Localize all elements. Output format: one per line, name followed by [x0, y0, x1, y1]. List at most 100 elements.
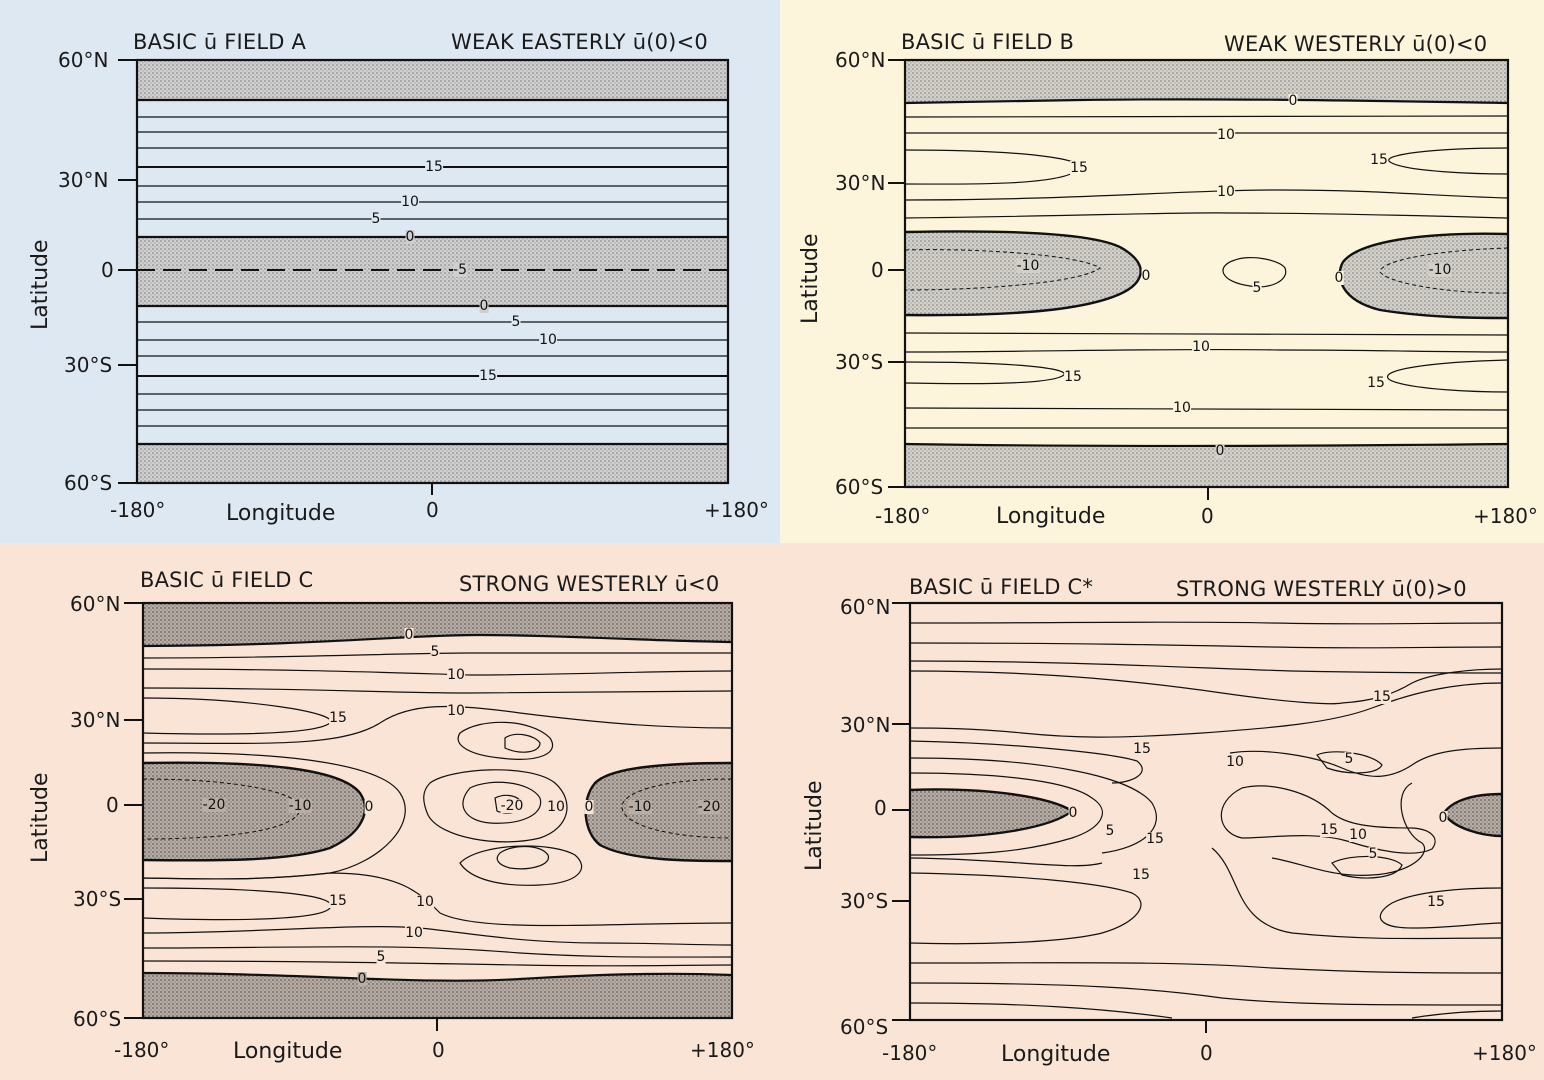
contour-label: 0 [365, 800, 374, 814]
contour-label: 10 [1192, 340, 1210, 354]
contour-label: 0 [480, 299, 489, 313]
y-tick-label: 30°S [73, 889, 121, 909]
contour-label: 0 [1439, 811, 1448, 825]
contour-label: 15 [1132, 868, 1150, 882]
contour-label: 5 [512, 315, 521, 329]
y-axis-label: Latitude [30, 239, 52, 330]
x-axis-label: Longitude [233, 1041, 342, 1063]
contour-label: 0 [405, 628, 414, 642]
shaded-region-north [137, 60, 728, 100]
y-tick-label: 0 [874, 798, 887, 818]
x-tick-label: -180° [110, 500, 165, 520]
contour-label: 10 [1173, 401, 1191, 415]
panel-subtitle: STRONG WESTERLY ū(0)>0 [1176, 579, 1467, 600]
contour-label: 5 [431, 645, 440, 659]
panel-subtitle: WEAK WESTERLY ū(0)<0 [1224, 34, 1487, 55]
panel-title: BASIC ū FIELD B [901, 32, 1074, 53]
contour-label: 0 [1142, 269, 1151, 283]
contour-label: -20 [698, 800, 721, 814]
y-tick-label: 60°N [840, 597, 890, 617]
y-tick-label: 30°N [70, 710, 120, 730]
contour-label: 10 [1217, 185, 1235, 199]
contour-label: 10 [539, 333, 557, 347]
contour-label: 0 [585, 800, 594, 814]
contour-label: -10 [289, 799, 312, 813]
x-tick-label: +180° [1473, 506, 1538, 526]
y-axis-label: Latitude [30, 772, 52, 863]
contour-label: 15 [1427, 895, 1445, 909]
contour-label: 10 [1226, 755, 1244, 769]
panel-title: BASIC ū FIELD C [140, 570, 313, 591]
contour-label: 10 [447, 668, 465, 682]
y-tick-label: 30°N [58, 170, 108, 190]
x-tick-label: 0 [1201, 506, 1214, 526]
contour-label: 15 [1367, 376, 1385, 390]
field-a-plot [0, 0, 780, 543]
y-tick-label: 0 [106, 795, 119, 815]
panel-title: BASIC ū FIELD A [133, 32, 306, 53]
contour-label: 15 [1133, 742, 1151, 756]
contour-label: -20 [501, 799, 524, 813]
contour-label: 15 [1146, 832, 1164, 846]
contour-label: 10 [416, 895, 434, 909]
contour-label: -20 [203, 798, 226, 812]
contour-label: 10 [401, 195, 419, 209]
contour-label: 5 [1106, 824, 1115, 838]
panel-subtitle: STRONG WESTERLY ū<0 [459, 574, 719, 595]
contour-label: 10 [447, 704, 465, 718]
y-tick-label: 60°N [58, 50, 108, 70]
y-tick-label: 30°S [64, 355, 112, 375]
panel-field-b: BASIC ū FIELD B WEAK WESTERLY ū(0)<0 60°… [780, 0, 1544, 543]
shaded-region-equator [137, 237, 728, 306]
y-tick-label: 60°S [835, 477, 883, 497]
contour-label: 15 [1370, 153, 1388, 167]
contour-label: 0 [1216, 444, 1225, 458]
panel-field-c-star: BASIC ū FIELD C* STRONG WESTERLY ū(0)>0 … [772, 543, 1544, 1080]
shaded-region-south [137, 444, 728, 483]
x-tick-label: +180° [704, 500, 769, 520]
contour-label: -10 [629, 800, 652, 814]
field-c-star-plot [772, 543, 1544, 1080]
contour-label: 5 [1369, 847, 1378, 861]
contour-label: 0 [406, 230, 415, 244]
y-axis-label: Latitude [800, 233, 822, 324]
contour-label: 15 [329, 894, 347, 908]
panel-subtitle: WEAK EASTERLY ū(0)<0 [451, 32, 708, 53]
x-axis-label: Longitude [1001, 1044, 1110, 1066]
contour-label: 10 [1217, 128, 1235, 142]
contour-label: 15 [1064, 370, 1082, 384]
x-tick-label: -180° [114, 1040, 169, 1060]
shaded-region-south [905, 444, 1508, 487]
y-axis-label: Latitude [804, 780, 826, 871]
x-axis-label: Longitude [226, 503, 335, 525]
y-tick-label: 30°S [835, 352, 883, 372]
contour-label: 10 [405, 926, 423, 940]
contour-label: 5 [372, 212, 381, 226]
y-tick-label: 60°S [73, 1009, 121, 1029]
y-tick-label: 30°S [840, 891, 888, 911]
contour-label: 15 [1373, 690, 1391, 704]
y-tick-label: 60°N [835, 50, 885, 70]
contour-label: 15 [329, 711, 347, 725]
shaded-region-north [905, 60, 1508, 103]
y-tick-label: 60°S [840, 1017, 888, 1037]
contour-label: 0 [358, 972, 367, 986]
contour-label: -10 [1429, 263, 1452, 277]
x-tick-label: -180° [875, 506, 930, 526]
contour-label: 10 [1349, 828, 1367, 842]
y-tick-label: 0 [871, 260, 884, 280]
contour-label: 5 [1253, 281, 1262, 295]
contour-label: 0 [1335, 271, 1344, 285]
x-tick-label: -180° [882, 1043, 937, 1063]
y-tick-label: 60°S [64, 473, 112, 493]
panel-field-c: BASIC ū FIELD C STRONG WESTERLY ū<0 60°N… [0, 543, 772, 1080]
contour-label: 15 [1070, 161, 1088, 175]
contour-label: 0 [1069, 806, 1078, 820]
panel-title: BASIC ū FIELD C* [909, 577, 1093, 598]
contour-label: -5 [453, 263, 467, 277]
contour-label: 10 [547, 800, 565, 814]
contour-label: 0 [1289, 94, 1298, 108]
x-tick-label: +180° [690, 1040, 755, 1060]
y-tick-label: 0 [101, 260, 114, 280]
x-tick-label: 0 [432, 1040, 445, 1060]
